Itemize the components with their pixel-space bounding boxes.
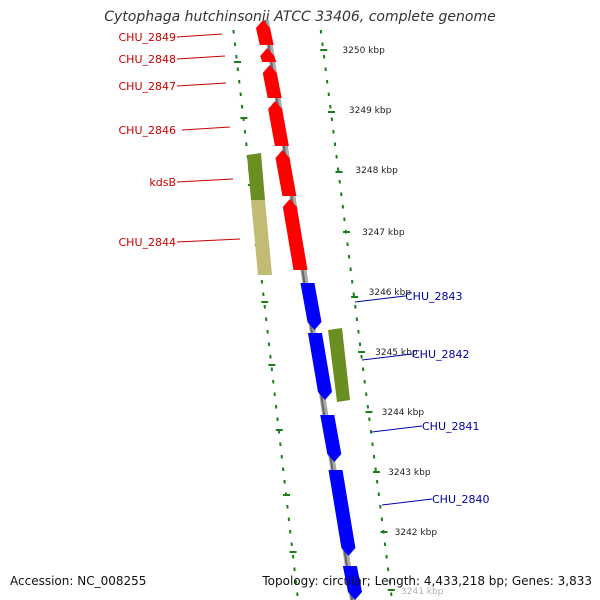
accession-text: Accession: NC_008255 — [10, 574, 147, 588]
gene-label-leader — [361, 353, 413, 361]
scale-tick-label: 3250 kbp — [342, 46, 385, 56]
forward-strand-genes — [300, 283, 362, 600]
forward-gene-label: CHU_2841 — [422, 420, 480, 433]
gene-label-leader — [176, 33, 223, 38]
forward-gene-arrow — [300, 283, 322, 330]
scale-tick-label: 3247 kbp — [362, 228, 405, 238]
reverse-gene-label: CHU_2847 — [119, 80, 177, 93]
reverse-gene-label: kdsB — [149, 176, 176, 189]
gene-label-leader — [176, 82, 227, 87]
map-title: Cytophaga hutchinsonii ATCC 33406, compl… — [104, 9, 496, 25]
reverse-strand-genes — [256, 20, 308, 270]
gc-skew-track-left — [232, 29, 299, 597]
reverse-gene-arrow — [275, 150, 297, 196]
gene-label-leader — [176, 238, 241, 243]
scale-tick-label: 3249 kbp — [349, 106, 392, 116]
cog-block — [247, 153, 265, 200]
scale-tick-label: 3241 kbp — [401, 587, 444, 597]
forward-gene-labels: CHU_2843 CHU_2842 CHU_2841 CHU_2840 — [354, 290, 490, 506]
forward-gene-label: CHU_2843 — [405, 290, 463, 303]
scale-ticks: 3250 kbp 3249 kbp 3248 kbp 3247 kbp 3246 kbp… — [342, 46, 443, 597]
reverse-gene-arrow — [262, 65, 282, 98]
reverse-gene-arrow — [260, 48, 277, 62]
reverse-gene-arrow — [282, 199, 308, 270]
cog-category-track — [247, 153, 350, 402]
scale-tick-label: 3245 kbp — [375, 348, 418, 358]
gene-label-leader — [354, 295, 406, 303]
gene-label-leader — [181, 126, 231, 131]
reverse-gene-label: CHU_2846 — [119, 124, 177, 137]
scale-tick-label: 3244 kbp — [382, 408, 425, 418]
reverse-gene-label: CHU_2848 — [119, 53, 177, 66]
forward-gene-arrow — [342, 566, 362, 600]
forward-gene-arrow — [328, 470, 356, 556]
forward-gene-arrow — [307, 333, 332, 400]
scale-tick-label: 3243 kbp — [388, 468, 431, 478]
forward-gene-label: CHU_2842 — [412, 348, 470, 361]
reverse-gene-arrow — [256, 20, 274, 45]
genome-summary-text: Topology: circular; Length: 4,433,218 bp… — [262, 574, 592, 588]
cog-block — [328, 328, 350, 402]
cog-block — [251, 200, 272, 275]
scale-tick-label: 3242 kbp — [395, 528, 438, 538]
gc-skew-track-right — [319, 29, 395, 597]
reverse-gene-labels: CHU_2849 CHU_2848 CHU_2847 CHU_2846 kdsB CHU_… — [119, 31, 241, 249]
scale-tick-label: 3248 kbp — [355, 166, 398, 176]
forward-gene-arrow — [320, 415, 342, 462]
forward-gene-label: CHU_2840 — [432, 493, 490, 506]
reverse-gene-arrow — [268, 101, 289, 146]
gene-label-leader — [371, 425, 423, 433]
reverse-gene-label: CHU_2844 — [119, 236, 177, 249]
scale-tick-label: 3246 kbp — [369, 288, 412, 298]
gene-label-leader — [381, 498, 433, 506]
gene-label-leader — [176, 178, 234, 183]
gene-label-leader — [176, 55, 226, 60]
reverse-gene-label: CHU_2849 — [119, 31, 177, 44]
